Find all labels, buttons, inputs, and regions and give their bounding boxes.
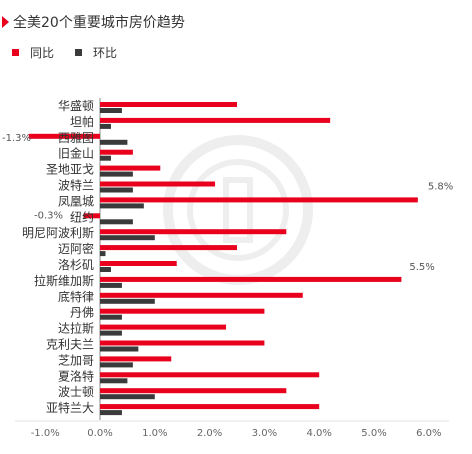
data-label: 5.8% — [428, 181, 453, 192]
bar-mom — [100, 155, 111, 161]
bar-yoy — [100, 324, 227, 330]
category-label: 明尼阿波利斯 — [22, 226, 94, 240]
legend-swatch-yoy — [12, 49, 19, 56]
bar-mom — [100, 139, 128, 145]
title-marker-icon — [2, 16, 9, 28]
watermark-logo-icon — [163, 135, 313, 285]
bar-mom — [100, 187, 133, 193]
bar-mom — [100, 171, 133, 177]
bar-yoy — [100, 404, 320, 410]
bar-yoy — [100, 388, 287, 394]
category-label: 克利夫兰 — [46, 338, 94, 352]
bar-yoy — [100, 165, 161, 171]
category-label: 华盛顿 — [58, 98, 94, 113]
x-tick-label: 2.0% — [197, 428, 222, 439]
category-label: 夏洛特 — [58, 368, 94, 383]
legend-label-yoy: 同比 — [30, 46, 55, 60]
bar-yoy — [100, 292, 303, 298]
category-label: 纽约 — [70, 209, 94, 224]
bar-yoy — [100, 181, 216, 187]
category-label: 旧金山 — [58, 146, 94, 161]
category-label: 亚特兰大 — [46, 400, 94, 415]
plot-area: 华盛顿坦帕西雅图旧金山圣地亚戈波特兰凤凰城纽约明尼阿波利斯迈阿密洛杉矶拉斯维加斯… — [2, 98, 453, 439]
bar-mom — [100, 235, 155, 241]
bar-yoy — [83, 213, 100, 219]
bar-mom — [100, 346, 139, 352]
category-label: 圣地亚戈 — [46, 163, 94, 177]
category-label: 凤凰城 — [58, 194, 94, 208]
bar-yoy — [100, 197, 418, 203]
data-label: 5.5% — [409, 262, 434, 273]
bar-yoy — [28, 133, 100, 139]
x-tick-label: 4.0% — [306, 428, 331, 439]
category-label: 拉斯维加斯 — [34, 273, 94, 288]
bar-mom — [100, 282, 122, 288]
bar-mom — [100, 410, 122, 416]
bar-yoy — [100, 276, 402, 282]
category-label: 迈阿密 — [58, 241, 94, 256]
bar-mom — [100, 219, 133, 225]
x-tick-label: 0.0% — [87, 428, 112, 439]
bar-mom — [100, 267, 111, 272]
category-label: 波特兰 — [58, 178, 94, 193]
bar-mom — [100, 314, 122, 320]
bar-mom — [100, 362, 133, 368]
category-label: 底特律 — [58, 289, 94, 304]
bar-yoy — [100, 102, 237, 107]
bar-yoy — [100, 229, 287, 235]
category-label: 芝加哥 — [58, 352, 94, 367]
category-label: 波士顿 — [58, 385, 94, 399]
bar-yoy — [100, 261, 177, 266]
bar-yoy — [100, 245, 237, 251]
bar-mom — [100, 123, 111, 129]
x-tick-label: 3.0% — [252, 428, 277, 439]
bar-mom — [100, 251, 106, 257]
bar-mom — [100, 330, 122, 336]
x-tick-label: 6.0% — [416, 428, 441, 439]
bar-yoy — [100, 372, 320, 378]
x-tick-label: 5.0% — [361, 428, 386, 439]
legend-label-mom: 环比 — [93, 46, 118, 60]
category-label: 丹佛 — [70, 306, 94, 320]
bar-mom — [100, 394, 155, 400]
category-label: 洛杉矶 — [58, 257, 94, 272]
x-tick-label: 1.0% — [142, 428, 167, 439]
bar-yoy — [100, 340, 265, 346]
bar-mom — [100, 378, 128, 384]
x-tick-label: -1.0% — [31, 428, 60, 439]
bar-yoy — [100, 356, 172, 362]
bar-yoy — [100, 308, 265, 314]
category-label: 坦帕 — [70, 114, 94, 129]
bar-mom — [100, 108, 122, 113]
category-label: 西雅图 — [58, 130, 94, 145]
data-label: -0.3% — [34, 210, 63, 221]
legend-swatch-mom — [75, 49, 82, 56]
bar-yoy — [100, 149, 133, 155]
category-label: 达拉斯 — [58, 321, 94, 336]
chart-title: 全美20个重要城市房价趋势 — [13, 15, 185, 31]
data-label: -1.3% — [2, 133, 31, 144]
bar-yoy — [100, 117, 331, 123]
bar-mom — [100, 203, 144, 209]
bar-mom — [100, 298, 155, 304]
